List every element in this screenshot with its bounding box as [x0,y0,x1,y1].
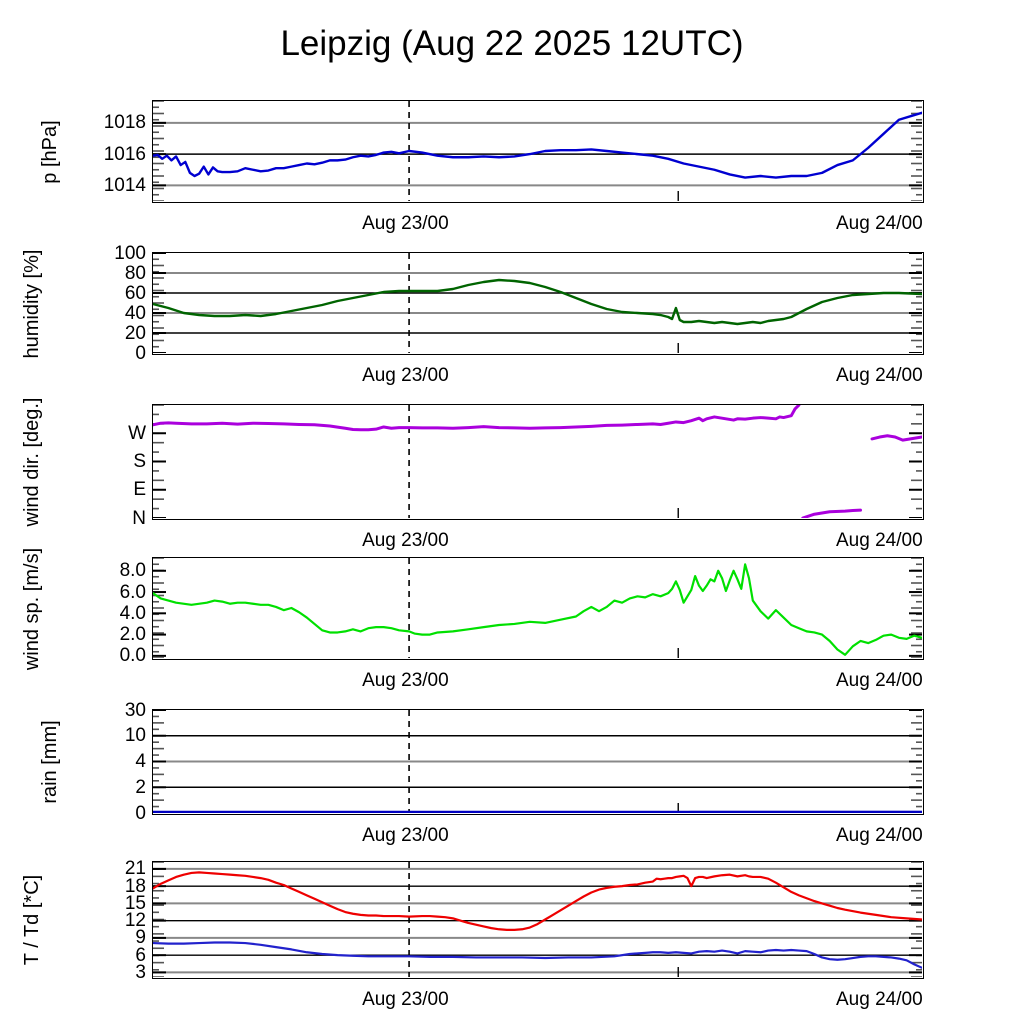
y-axis-label-wind_speed: wind sp. [m/s] [21,547,43,670]
y-tick-humidity-3: 60 [124,282,146,304]
x-tick-humidity-0: Aug 23/00 [362,365,449,386]
y-tick-temperature_dewpoint-6: 21 [124,858,146,880]
x-tick-wind_direction-0: Aug 23/00 [362,530,449,551]
x-tick-rain-1: Aug 24/00 [836,825,923,846]
x-tick-wind_direction-1: Aug 24/00 [836,530,923,551]
plot-area-temperature_dewpoint [152,861,924,979]
y-tick-wind_speed-2: 4.0 [119,602,146,624]
y-axis-label-humidity: humidity [%] [21,249,43,358]
x-tick-pressure-1: Aug 24/00 [836,213,923,234]
y-axis-label-temperature_dewpoint: T / Td [*C] [21,874,43,966]
y-tick-humidity-5: 100 [114,242,146,264]
y-tick-humidity-0: 0 [135,342,146,364]
y-axis-label-pressure: p [hPa] [39,119,61,184]
page-title: Leipzig (Aug 22 2025 12UTC) [280,24,744,63]
y-axis-label-rain: rain [mm] [39,720,61,804]
y-tick-rain-1: 2 [135,776,146,798]
x-tick-wind_speed-1: Aug 24/00 [836,670,923,691]
x-tick-rain-0: Aug 23/00 [362,825,449,846]
y-tick-temperature_dewpoint-5: 18 [124,875,146,897]
y-tick-temperature_dewpoint-2: 9 [135,927,146,949]
y-tick-rain-3: 10 [124,725,146,747]
y-tick-humidity-4: 80 [124,262,146,284]
y-tick-wind_speed-3: 6.0 [119,581,146,603]
plot-area-wind_speed [152,557,924,660]
plot-area-pressure [152,100,924,203]
y-tick-rain-2: 4 [135,751,146,772]
plot-area-rain [152,709,924,815]
y-tick-humidity-1: 20 [124,322,146,344]
y-axis-label-wind_direction: wind dir. [deg.] [21,397,43,527]
y-tick-wind_direction-0: N [132,507,146,529]
y-tick-temperature_dewpoint-1: 6 [135,944,146,966]
x-tick-temperature_dewpoint-1: Aug 24/00 [836,989,923,1010]
x-tick-temperature_dewpoint-0: Aug 23/00 [362,989,449,1010]
y-tick-wind_speed-0: 0.0 [119,645,146,667]
plot-area-humidity [152,252,924,355]
y-tick-wind_direction-1: E [133,479,146,501]
y-tick-rain-0: 0 [135,802,146,824]
x-tick-humidity-1: Aug 24/00 [836,365,923,386]
y-tick-pressure-2: 1018 [103,112,146,134]
y-tick-wind_direction-3: W [128,422,146,444]
y-tick-humidity-2: 40 [124,302,146,324]
y-tick-temperature_dewpoint-4: 15 [124,892,146,914]
x-tick-pressure-0: Aug 23/00 [362,213,449,234]
y-tick-wind_direction-2: S [133,451,146,472]
y-tick-wind_speed-4: 8.0 [119,560,146,582]
plot-area-wind_direction [152,404,924,520]
y-tick-wind_speed-1: 2.0 [119,624,146,646]
y-tick-rain-4: 30 [124,699,146,721]
y-tick-temperature_dewpoint-3: 12 [124,910,146,932]
y-tick-temperature_dewpoint-0: 3 [135,961,146,983]
y-tick-pressure-0: 1014 [103,174,146,196]
x-tick-wind_speed-0: Aug 23/00 [362,670,449,691]
y-tick-pressure-1: 1016 [103,143,146,165]
